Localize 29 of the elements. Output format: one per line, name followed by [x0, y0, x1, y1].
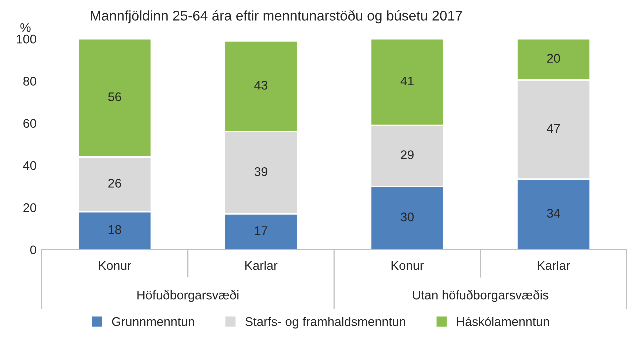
y-tick-label: 60 [24, 119, 36, 128]
x-tick-label: Konur [392, 261, 424, 270]
data-label: 30 [401, 212, 414, 222]
y-axis-title: % [20, 23, 31, 32]
data-label: 41 [400, 76, 414, 86]
x-tick-label: Konur [99, 261, 132, 270]
data-label: 34 [547, 209, 560, 218]
legend-label: Starfs- og framhaldsmenntun [246, 317, 406, 329]
y-tick-label: 100 [17, 34, 36, 44]
data-label: 39 [254, 167, 268, 176]
data-label: 20 [547, 54, 560, 64]
text: Höfuðborgarsvæði [138, 290, 239, 302]
y-tick-label: 0 [30, 246, 36, 255]
data-label: 17 [255, 226, 268, 236]
data-label: 18 [108, 225, 122, 234]
y-tick-label: 80 [24, 77, 36, 86]
y-tick-label: 20 [24, 204, 36, 212]
legend-label: Grunnmenntun [112, 317, 194, 326]
x-tick-label: Karlar [246, 261, 278, 270]
x-tick-label: Karlar [538, 261, 570, 270]
y-tick-label: 40 [23, 161, 36, 170]
data-label: 47 [547, 124, 560, 133]
data-label: 43 [254, 81, 268, 90]
text: Utan höfuðborgarsvæðis [413, 290, 549, 302]
data-label: 56 [108, 92, 122, 102]
data-label: 29 [401, 150, 414, 160]
chart-title: Mannfjöldinn 25-64 ára eftir menntunarstöðu og búsetu 2017 [91, 10, 462, 24]
data-label: 26 [108, 179, 122, 188]
legend-label: Háskólamenntun [457, 316, 550, 326]
